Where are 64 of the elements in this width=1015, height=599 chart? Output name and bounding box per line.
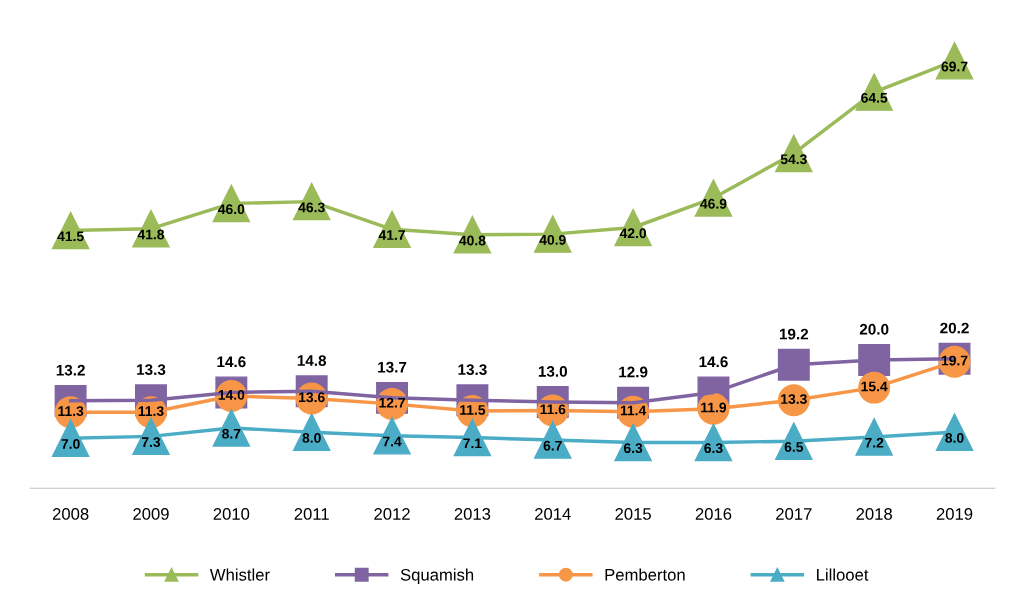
legend-label: Whistler	[209, 568, 270, 581]
x-tick-label: 2010	[213, 508, 250, 520]
data-label: 41.8	[137, 229, 165, 240]
data-label: 6.7	[543, 440, 562, 451]
data-label: 8.7	[222, 428, 241, 439]
legend-label: Pemberton	[605, 568, 685, 581]
data-label: 13.6	[299, 392, 325, 403]
x-tick-label: 2014	[535, 508, 571, 520]
data-label: 64.5	[861, 92, 888, 103]
data-label: 8.0	[945, 433, 964, 443]
legend-label: Lillooet	[817, 568, 869, 581]
data-label: 12.7	[379, 397, 405, 408]
data-label: 69.7	[941, 61, 968, 72]
x-tick-label: 2018	[856, 508, 892, 520]
data-label: 11.3	[138, 406, 164, 417]
data-label: 14.8	[297, 355, 327, 366]
data-label: 15.4	[861, 381, 888, 392]
data-label: 7.0	[61, 439, 80, 449]
data-label: 13.3	[781, 394, 807, 404]
data-label: 13.3	[137, 364, 166, 376]
data-label: 41.7	[378, 230, 405, 240]
data-label: 13.2	[56, 364, 85, 376]
data-label: 11.9	[701, 402, 727, 413]
data-label: 11.4	[620, 405, 647, 416]
data-label: 46.9	[700, 198, 727, 209]
x-tick-label: 2012	[374, 508, 410, 520]
data-label: 46.3	[298, 202, 325, 213]
data-label: 7.2	[865, 437, 884, 448]
data-label: 19.2	[779, 328, 809, 340]
data-label: 12.9	[619, 366, 648, 378]
legend-label: Squamish	[400, 568, 474, 584]
data-label: 40.8	[459, 235, 486, 246]
data-label: 40.9	[539, 234, 566, 245]
x-tick-label: 2017	[776, 508, 812, 520]
data-label: 11.6	[540, 404, 566, 415]
data-label: 46.0	[218, 204, 245, 215]
data-label: 7.1	[463, 438, 482, 449]
x-tick-label: 2019	[936, 508, 973, 520]
x-tick-label: 2015	[615, 508, 651, 520]
data-label: 14.0	[218, 389, 245, 400]
data-label: 7.3	[141, 437, 161, 448]
data-label: 11.3	[58, 406, 84, 417]
x-tick-label: 2008	[52, 508, 89, 520]
data-label: 6.5	[784, 442, 804, 452]
data-label: 41.5	[57, 231, 84, 242]
data-label: 13.0	[538, 366, 567, 377]
data-label: 11.5	[460, 405, 486, 415]
data-label: 19.7	[941, 355, 968, 366]
data-label: 54.3	[780, 154, 807, 165]
data-label: 20.2	[940, 322, 969, 334]
data-label: 42.0	[619, 228, 647, 239]
data-label: 14.6	[699, 356, 728, 368]
data-label: 8.0	[302, 433, 321, 443]
x-tick-label: 2011	[294, 508, 329, 520]
data-label: 6.3	[623, 443, 643, 454]
x-tick-label: 2013	[454, 508, 491, 520]
data-label: 13.7	[378, 361, 407, 373]
data-label: 20.0	[859, 323, 889, 335]
data-label: 13.3	[458, 364, 487, 376]
x-tick-label: 2009	[133, 508, 169, 520]
data-label: 6.3	[704, 443, 723, 454]
data-label: 7.4	[382, 436, 402, 447]
x-tick-label: 2016	[695, 508, 732, 520]
data-label: 14.6	[217, 356, 246, 368]
